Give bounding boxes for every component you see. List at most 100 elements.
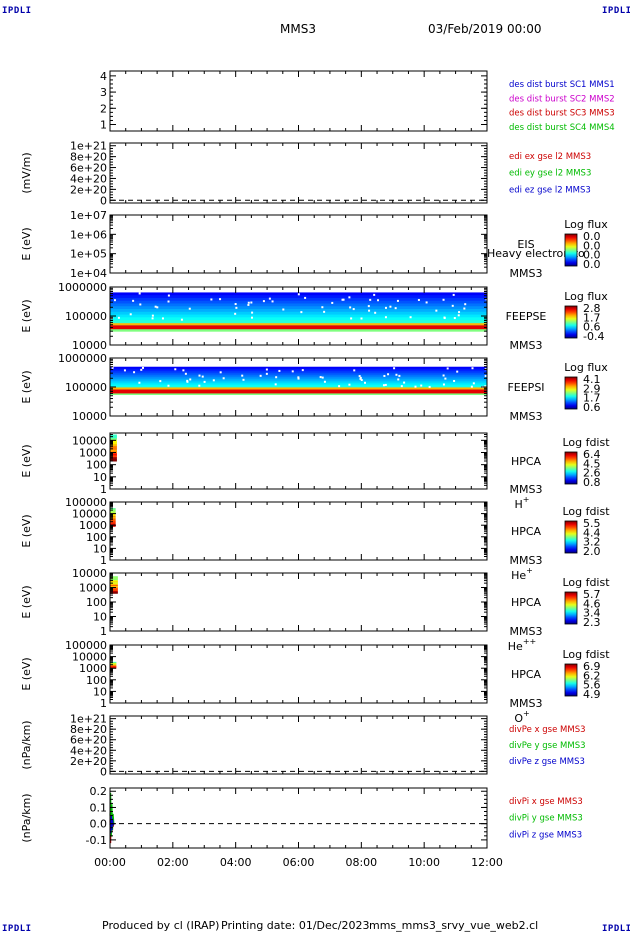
panel-8-ytick-label: 1 xyxy=(100,625,107,638)
panel-4-speckle xyxy=(132,299,135,302)
panel-8-frame xyxy=(109,572,488,632)
panel-4-speckle xyxy=(341,298,344,301)
panel-4-heat-band xyxy=(110,300,487,304)
panel-11-legend-label: divPi z gse MMS3 xyxy=(509,830,582,840)
panel-5-speckle xyxy=(198,384,201,387)
panel-4-colorbar-tick-label: 2.8 xyxy=(583,302,601,315)
panel-4-speckle xyxy=(321,306,324,309)
panel-5-speckle xyxy=(174,368,177,371)
panel-4-speckle xyxy=(368,309,371,312)
panel-2-ytick-label: 8e+20 xyxy=(70,151,107,164)
panel-4-speckle xyxy=(167,294,170,297)
panel-4-speckle xyxy=(219,298,222,301)
panel-5-speckle xyxy=(123,369,126,372)
panel-5-colorbar-tick-label: 1.7 xyxy=(583,392,601,405)
panel-2-ytick-label: 0 xyxy=(100,194,107,207)
panel-4-speckle xyxy=(464,303,467,306)
panel-6-colorbar-tick-label: 2.6 xyxy=(583,467,601,480)
panel-4-speckle xyxy=(138,292,141,295)
panel-4-speckle xyxy=(151,317,154,320)
panel-5-speckle xyxy=(321,376,324,379)
panel-8-colorbar-tick-label: 4.6 xyxy=(583,597,601,610)
panel-5-speckle xyxy=(274,383,277,386)
panel-5-speckle xyxy=(470,385,473,388)
panel-5-speckle xyxy=(133,371,136,374)
panel-8-colorbar-tick-label: 2.3 xyxy=(583,616,601,629)
panel-7-colorbar-tick-label: 3.2 xyxy=(583,536,601,549)
panel-5-speckle xyxy=(393,367,396,370)
panel-6-heat-cell xyxy=(110,457,117,460)
panel-5-heat-band xyxy=(110,378,487,382)
panel-9-species-label: O+ xyxy=(514,709,529,725)
panel-2-ytick-label: 1e+21 xyxy=(70,140,107,153)
panel-9-ytick-label: 100 xyxy=(86,674,107,687)
panel-4-speckle xyxy=(167,300,170,303)
panel-11-ytick-label: 0.0 xyxy=(90,818,108,831)
panel-4-heat-band xyxy=(110,328,487,332)
panel-5-speckle xyxy=(397,378,400,381)
panel-5-speckle xyxy=(140,368,143,371)
panel-4-ytick-label: 1000000 xyxy=(58,281,107,294)
panel-4-speckle xyxy=(425,301,428,304)
footer-file-name: mms_mms3_srvy_vue_web2.cl xyxy=(369,919,539,932)
panel-9-ytick-label: 10 xyxy=(93,685,107,698)
panel-4-speckle xyxy=(442,298,445,301)
panel-6-heat-cell xyxy=(110,438,117,441)
panel-4-colorbar-title: Log flux xyxy=(564,290,608,303)
panel-5-speckle xyxy=(259,374,262,377)
panel-11-ytick-label: 0.1 xyxy=(90,801,108,814)
panel-2-frame xyxy=(109,142,488,204)
panel-5-speckle xyxy=(384,383,387,386)
panel-4-speckle xyxy=(180,318,183,321)
panel-6-spacecraft-label: MMS3 xyxy=(510,483,543,496)
panel-4-speckle xyxy=(360,317,363,320)
panel-7-ytick-label: 1 xyxy=(100,554,107,567)
panel-3-ytick-label: 1e+04 xyxy=(70,267,107,280)
panel-2-ytick-label: 4e+20 xyxy=(70,172,107,185)
panel-5-ytick-label: 100000 xyxy=(65,381,107,394)
panel-5-speckle xyxy=(403,381,406,384)
panel-10-ytick-label: 2e+20 xyxy=(70,755,107,768)
panel-5-speckle xyxy=(203,380,206,383)
time-axis-tick-label: 00:00 xyxy=(94,856,126,869)
panel-3-colorbar-tick-label: 0.0 xyxy=(583,239,601,252)
panel-4-speckle xyxy=(457,314,460,317)
panel-6-ytick-label: 1000 xyxy=(79,446,107,459)
panel-6-ylabel: E (eV) xyxy=(20,444,33,477)
panel-4-speckle xyxy=(247,303,250,306)
panel-3-instrument-label: EIS xyxy=(517,238,534,251)
panel-3-ytick-label: 1e+05 xyxy=(70,248,107,261)
panel-8-ytick-label: 10000 xyxy=(72,567,107,580)
panel-10-ytick-label: 1e+21 xyxy=(70,713,107,726)
panel-4-speckle xyxy=(384,316,387,319)
panel-5-heat-band xyxy=(110,384,487,388)
panel-11-legend-label: divPi y gse MMS3 xyxy=(509,814,583,824)
panel-10-legend-label: divPe x gse MMS3 xyxy=(509,725,586,735)
panel-5-speckle xyxy=(484,374,487,377)
panel-10-ytick-label: 0 xyxy=(100,765,107,778)
panel-5-speckle xyxy=(348,383,351,386)
panel-1-ytick-label: 1 xyxy=(100,119,107,132)
panel-8-heat-cell xyxy=(110,588,118,591)
panel-5-speckle xyxy=(301,369,304,372)
panel-4-heat-band xyxy=(110,297,487,302)
panel-6-ytick-label: 10 xyxy=(93,471,107,484)
panel-6-ytick-label: 10000 xyxy=(72,434,107,447)
panel-8-colorbar-tick-label: 3.4 xyxy=(583,607,601,620)
panel-5-heat-band xyxy=(110,366,487,370)
time-axis-tick-label: 04:00 xyxy=(220,856,252,869)
panel-6-frame xyxy=(109,432,488,490)
panel-5-heat-band xyxy=(110,370,487,374)
panel-4-heat-band xyxy=(110,311,487,316)
panel-6-heat-cell xyxy=(110,455,117,458)
panel-6-heat-cell xyxy=(110,447,117,451)
panel-5-peak-band xyxy=(110,389,487,394)
panel-5-instrument-label: FEEPSI xyxy=(507,381,544,394)
panel-4-heat-band xyxy=(110,306,487,310)
panel-5-colorbar-tick-label: 0.6 xyxy=(583,401,601,414)
panel-6-heat-cell xyxy=(110,445,117,449)
panel-7-ytick-label: 100 xyxy=(86,531,107,544)
panel-4-heat-band xyxy=(110,303,487,307)
panel-3-ytick-label: 1e+06 xyxy=(70,228,107,241)
